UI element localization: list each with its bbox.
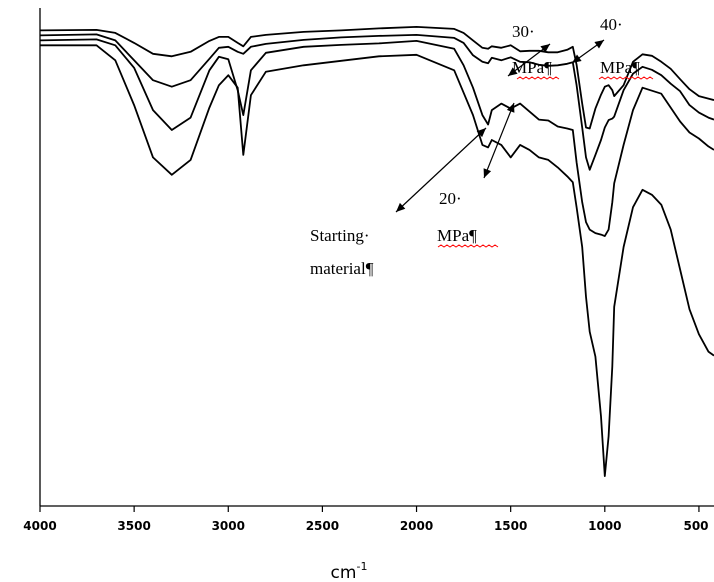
series-layer: [39, 26, 714, 477]
annotation-30mpa: 30· MPa¶: [512, 22, 552, 77]
x-tick-label: 4000: [23, 519, 56, 533]
x-tick-label: 3500: [117, 519, 150, 533]
arrow-20mpa: [483, 102, 515, 179]
arrow-30mpa: [507, 43, 551, 77]
x-tick-label: 3000: [212, 519, 245, 533]
spellcheck-squiggle-30mpa: [516, 76, 560, 80]
arrow-starting-material: [395, 127, 487, 213]
series-line-2: [39, 33, 714, 171]
annotation-arrows: [395, 39, 605, 213]
x-axis-ticks: 4000 3500 3000 2500 2000 1500 1000 500: [23, 506, 709, 533]
series-line-3: [39, 38, 714, 237]
annotation-20mpa: 20· MPa¶: [437, 189, 477, 245]
x-tick-label: 1000: [588, 519, 621, 533]
spellcheck-squiggle-40mpa: [598, 76, 654, 80]
spellcheck-squiggle-20mpa: [437, 244, 499, 248]
series-line-1: [39, 26, 714, 130]
x-tick-label: 1500: [494, 519, 527, 533]
annotation-starting-material: Starting· material¶: [310, 226, 374, 278]
series-line-4: [40, 44, 714, 477]
x-tick-label: 500: [683, 519, 708, 533]
x-tick-label: 2500: [306, 519, 339, 533]
annotation-40mpa: 40· MPa¶: [600, 15, 640, 77]
x-axis-label: cm-1: [331, 560, 368, 582]
arrow-40mpa: [571, 39, 605, 64]
x-tick-label: 2000: [400, 519, 433, 533]
